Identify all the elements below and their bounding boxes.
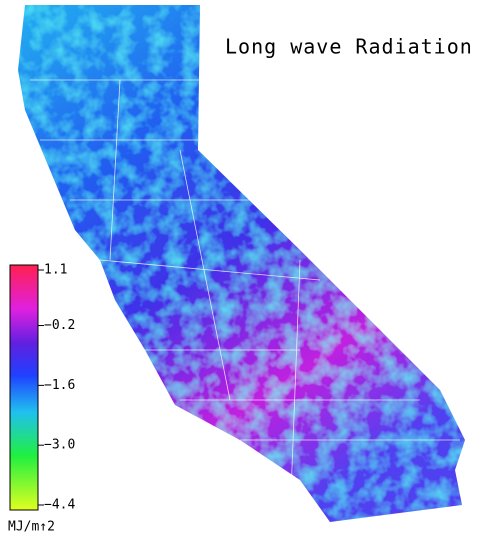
colorbar	[9, 264, 39, 511]
county-borders	[30, 79, 460, 521]
colorbar-unit: MJ/m↑2	[8, 520, 55, 535]
colorbar-tick-label: −0.2	[44, 318, 75, 333]
colorbar-tick-label: 1.1	[44, 263, 67, 278]
colorbar-tick-label: −3.0	[44, 438, 75, 453]
california-map	[18, 5, 465, 522]
colorbar-tick-label: −4.4	[44, 498, 75, 513]
colorbar-tick-label: −1.6	[44, 378, 75, 393]
map-title: Long wave Radiation	[225, 35, 473, 59]
